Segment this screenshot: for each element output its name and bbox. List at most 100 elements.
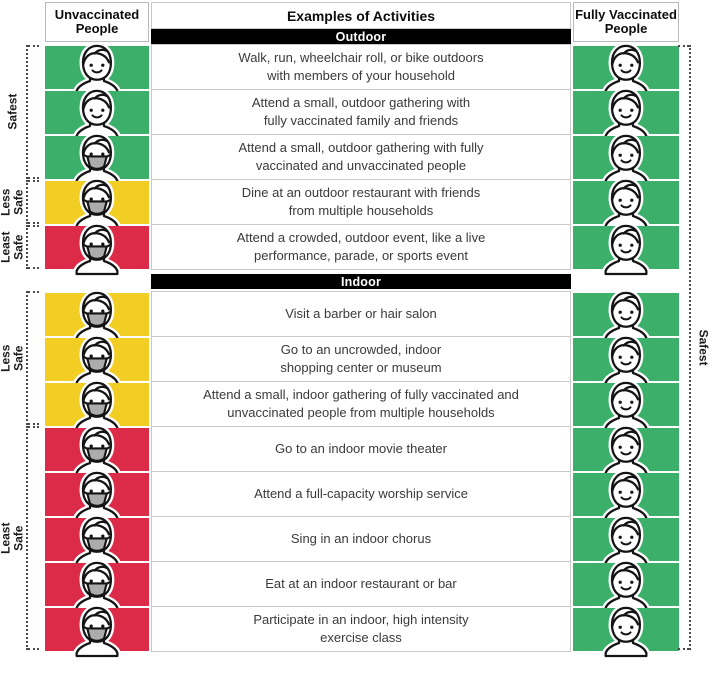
person-face-mask-icon [64, 514, 130, 566]
person-face-mask-icon [64, 289, 130, 341]
unvaccinated-risk-cell-red-masked [45, 428, 149, 471]
activity-row: Attend a small, outdoor gathering with f… [45, 89, 679, 135]
unvaccinated-risk-cell-red-masked [45, 608, 149, 651]
activity-row: Visit a barber or hair salon [45, 291, 679, 337]
vaccinated-risk-cell-green-unmasked [573, 608, 679, 651]
activity-text: Participate in an indoor, high intensity… [253, 611, 469, 645]
person-face-icon [593, 514, 659, 566]
safest-outdoor-bracket [26, 45, 39, 179]
activity-cell: Attend a small, outdoor gathering with f… [151, 134, 571, 180]
activity-cell: Go to an uncrowded, indoor shopping cent… [151, 336, 571, 382]
unvaccinated-risk-cell-red-masked [45, 226, 149, 269]
person-face-icon [593, 289, 659, 341]
activity-cell: Eat at an indoor restaurant or bar [151, 561, 571, 607]
vaccinated-risk-cell-green-unmasked [573, 428, 679, 471]
person-face-icon [593, 424, 659, 476]
vaccinated-risk-cell-green-unmasked [573, 383, 679, 426]
vaccinated-risk-cell-green-unmasked [573, 563, 679, 606]
activity-cell: Attend a small, indoor gathering of full… [151, 381, 571, 427]
activity-row: Participate in an indoor, high intensity… [45, 606, 679, 652]
rail-label-safest-vaccinated: Safest [697, 329, 712, 366]
unvaccinated-risk-cell-green-unmasked [45, 91, 149, 134]
activity-text: Dine at an outdoor restaurant with frien… [241, 184, 481, 218]
less-safe-outdoor-bracket [26, 180, 39, 224]
safest-vaccinated-bracket [678, 45, 691, 650]
person-face-mask-icon [64, 379, 130, 431]
rail-label-least-safe-outdoor: Least Safe [0, 231, 27, 263]
vaccinated-risk-cell-green-unmasked [573, 136, 679, 179]
person-face-mask-icon [64, 604, 130, 656]
activity-text: Eat at an indoor restaurant or bar [265, 575, 457, 591]
activity-row: Attend a crowded, outdoor event, like a … [45, 224, 679, 270]
table-header-row: Unvaccinated People Examples of Activiti… [45, 0, 679, 44]
vaccinated-risk-cell-green-unmasked [573, 338, 679, 381]
less-safe-indoor-bracket [26, 291, 39, 425]
vaccinated-risk-cell-green-unmasked [573, 91, 679, 134]
rail-label-less-safe-indoor: Less Safe [0, 344, 27, 372]
outdoor-rows: Walk, run, wheelchair roll, or bike outd… [45, 44, 679, 270]
person-face-mask-icon [64, 559, 130, 611]
unvaccinated-risk-cell-red-masked [45, 473, 149, 516]
person-face-icon [593, 87, 659, 139]
activity-row: Dine at an outdoor restaurant with frien… [45, 179, 679, 225]
vaccinated-risk-cell-green-unmasked [573, 181, 679, 224]
activity-row: Go to an indoor movie theater [45, 426, 679, 472]
activity-row: Sing in an indoor chorus [45, 516, 679, 562]
person-face-mask-icon [64, 177, 130, 229]
unvaccinated-people-header-label: Unvaccinated People [54, 7, 140, 36]
activity-text: Go to an indoor movie theater [275, 440, 447, 456]
activity-row: Attend a small, outdoor gathering with f… [45, 134, 679, 180]
person-face-mask-icon [64, 424, 130, 476]
vaccinated-risk-cell-green-unmasked [573, 473, 679, 516]
rail-label-less-safe-outdoor: Less Safe [0, 188, 27, 216]
activity-row: Go to an uncrowded, indoor shopping cent… [45, 336, 679, 382]
person-face-icon [64, 87, 130, 139]
activity-text: Attend a full-capacity worship service [254, 485, 468, 501]
activity-cell: Dine at an outdoor restaurant with frien… [151, 179, 571, 225]
fully-vaccinated-people-header-label: Fully Vaccinated People [575, 7, 677, 36]
person-face-icon [593, 177, 659, 229]
person-face-icon [593, 334, 659, 386]
unvaccinated-risk-cell-red-masked [45, 563, 149, 606]
person-face-mask-icon [64, 334, 130, 386]
indoor-section-bar: Indoor [151, 274, 571, 289]
activity-cell: Attend a crowded, outdoor event, like a … [151, 224, 571, 270]
person-face-mask-icon [64, 222, 130, 274]
unvaccinated-people-header: Unvaccinated People [45, 2, 149, 42]
unvaccinated-risk-cell-green-unmasked [45, 46, 149, 89]
activity-cell: Go to an indoor movie theater [151, 426, 571, 472]
activities-table: Unvaccinated People Examples of Activiti… [45, 0, 679, 652]
vaccinated-risk-cell-green-unmasked [573, 518, 679, 561]
person-face-icon [593, 132, 659, 184]
indoor-rows: Visit a barber or hair salon Go to an un… [45, 291, 679, 652]
unvaccinated-risk-cell-yellow-masked [45, 338, 149, 381]
activity-cell: Attend a full-capacity worship service [151, 471, 571, 517]
examples-of-activities-header: Examples of Activities [151, 2, 571, 29]
activity-text: Sing in an indoor chorus [290, 530, 432, 546]
person-face-icon [593, 379, 659, 431]
unvaccinated-risk-cell-yellow-masked [45, 383, 149, 426]
unvaccinated-risk-cell-green-masked [45, 136, 149, 179]
vaccinated-risk-cell-green-unmasked [573, 293, 679, 336]
activity-row: Attend a small, indoor gathering of full… [45, 381, 679, 427]
outdoor-section-label: Outdoor [335, 29, 387, 44]
person-face-icon [593, 559, 659, 611]
person-face-icon [593, 604, 659, 656]
activity-cell: Attend a small, outdoor gathering with f… [151, 89, 571, 135]
person-face-icon [593, 469, 659, 521]
activities-header-group: Examples of Activities Outdoor [151, 0, 571, 44]
activity-cell: Visit a barber or hair salon [151, 291, 571, 337]
activity-text: Attend a crowded, outdoor event, like a … [236, 229, 486, 263]
indoor-section-label: Indoor [340, 274, 382, 289]
vaccinated-risk-cell-green-unmasked [573, 226, 679, 269]
activity-text: Go to an uncrowded, indoor shopping cent… [280, 341, 442, 375]
activity-text: Attend a small, indoor gathering of full… [203, 386, 519, 420]
activity-text: Walk, run, wheelchair roll, or bike outd… [238, 49, 484, 83]
indoor-section-bar-row: Indoor [45, 270, 679, 291]
person-face-icon [593, 222, 659, 274]
outdoor-section-bar: Outdoor [151, 29, 571, 44]
examples-of-activities-label: Examples of Activities [286, 7, 436, 24]
activity-row: Attend a full-capacity worship service [45, 471, 679, 517]
activity-cell: Participate in an indoor, high intensity… [151, 606, 571, 652]
